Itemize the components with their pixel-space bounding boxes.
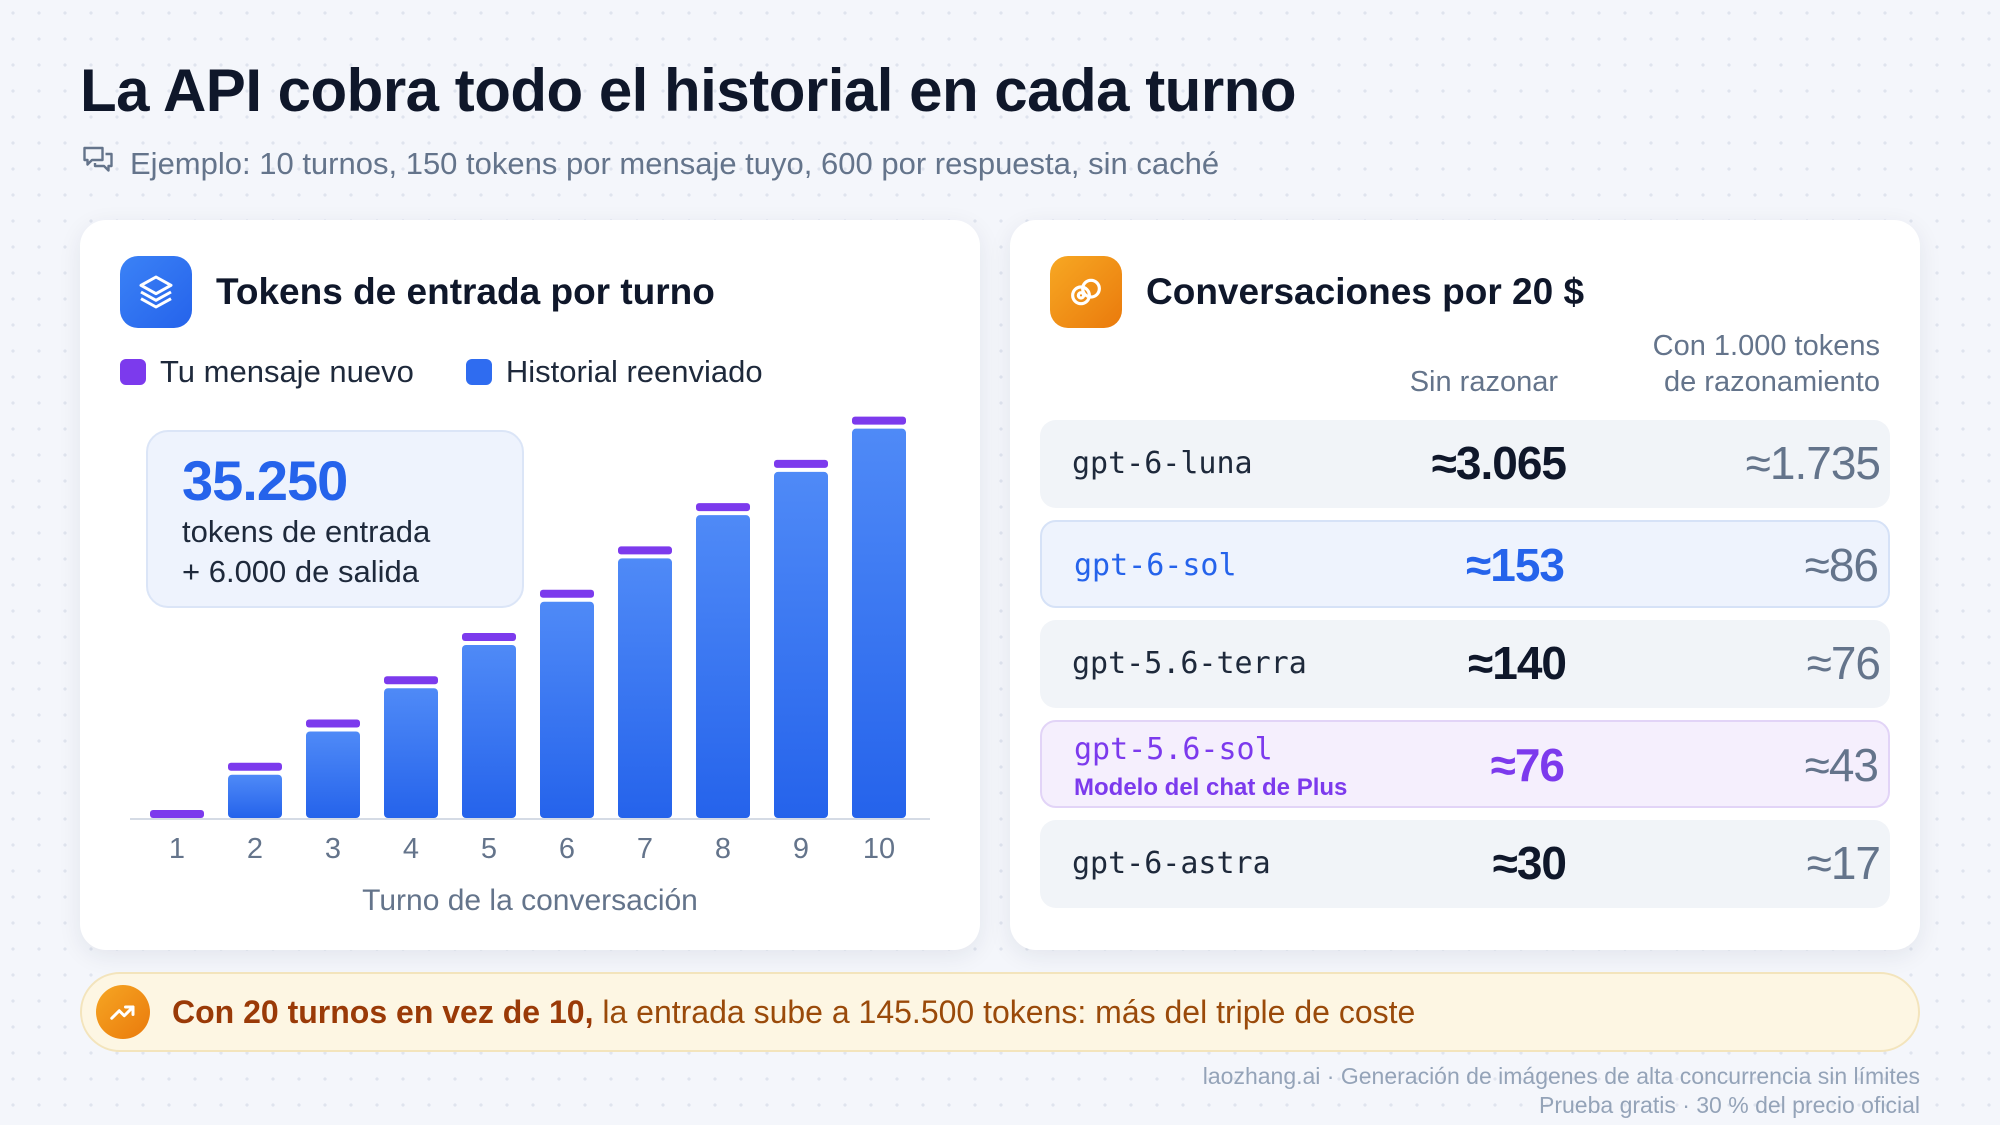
model-name: gpt-5.6-terra xyxy=(1072,646,1307,681)
value-reasoning: ≈1.735 xyxy=(1745,437,1881,489)
bar-new-message xyxy=(852,416,906,425)
legend-swatch-purple xyxy=(120,359,146,385)
x-tick-label: 8 xyxy=(715,833,731,865)
bar-history xyxy=(774,471,828,818)
input-tokens-card: Tokens de entrada por turno Tu mensaje n… xyxy=(80,220,980,950)
subtitle-text: Ejemplo: 10 turnos, 150 tokens por mensa… xyxy=(130,146,1220,181)
column-header-line: Con 1.000 tokens xyxy=(1652,330,1880,362)
bar-new-message xyxy=(618,546,672,555)
model-name: gpt-6-sol xyxy=(1074,548,1237,583)
chat-bubbles-icon xyxy=(80,142,116,186)
callout-line-2: + 6.000 de salida xyxy=(182,554,419,589)
model-name: gpt-6-astra xyxy=(1072,846,1271,881)
column-header-reasoning: Con 1.000 tokens de razonamiento xyxy=(1653,328,1880,400)
table-row: gpt-6-luna ≈3.065 ≈1.735 xyxy=(1040,420,1890,508)
banner-text: Con 20 turnos en vez de 10, la entrada s… xyxy=(172,994,1415,1031)
card-title-tokens: Tokens de entrada por turno xyxy=(216,271,715,312)
model-name: gpt-6-luna xyxy=(1072,446,1253,481)
bar-new-message xyxy=(150,810,204,818)
legend-item-history: Historial reenviado xyxy=(465,354,763,390)
bar-new-message xyxy=(696,503,750,512)
page-title: La API cobra todo el historial en cada t… xyxy=(80,57,1296,124)
x-tick-label: 3 xyxy=(325,833,341,865)
bar-history xyxy=(618,558,672,818)
x-tick-label: 2 xyxy=(247,833,263,865)
conversations-card: Conversaciones por 20 $ Sin razonar Con … xyxy=(1010,220,1920,950)
bar-new-message xyxy=(462,632,516,641)
callout-number: 35.250 xyxy=(182,449,348,512)
link-coins-icon xyxy=(1050,256,1122,328)
x-tick-label: 1 xyxy=(169,833,185,865)
layers-icon xyxy=(120,256,192,328)
value-no-reasoning: ≈76 xyxy=(1490,739,1565,791)
card-title-conversations: Conversaciones por 20 $ xyxy=(1146,271,1585,312)
legend-label: Historial reenviado xyxy=(505,354,763,389)
banner-rest: la entrada sube a 145.500 tokens: más de… xyxy=(593,993,1416,1030)
table-row: gpt-6-sol ≈153 ≈86 xyxy=(1040,520,1890,608)
x-tick-label: 10 xyxy=(863,833,895,865)
value-reasoning: ≈43 xyxy=(1804,739,1879,791)
table-row: gpt-6-astra ≈30 ≈17 xyxy=(1040,820,1890,908)
trend-up-icon xyxy=(96,985,150,1039)
model-subtitle: Modelo del chat de Plus xyxy=(1074,774,1348,801)
footer: laozhang.ai · Generación de imágenes de … xyxy=(1203,1062,1920,1120)
value-reasoning: ≈76 xyxy=(1806,637,1881,689)
table-row: gpt-5.6-terra ≈140 ≈76 xyxy=(1040,620,1890,708)
bar-history xyxy=(540,601,594,818)
chart-legend: Tu mensaje nuevo Historial reenviado xyxy=(120,354,763,390)
x-tick-label: 9 xyxy=(793,833,809,865)
column-header-no-reasoning: Sin razonar xyxy=(1409,366,1558,398)
bar-new-message xyxy=(384,676,438,685)
bar-new-message xyxy=(228,762,282,771)
value-no-reasoning: ≈140 xyxy=(1468,637,1567,689)
bar-new-message xyxy=(774,459,828,468)
legend-label: Tu mensaje nuevo xyxy=(160,354,414,389)
bar-history xyxy=(306,731,360,818)
legend-item-new-message: Tu mensaje nuevo xyxy=(120,354,414,390)
value-no-reasoning: ≈153 xyxy=(1466,539,1565,591)
value-no-reasoning: ≈3.065 xyxy=(1431,437,1567,489)
x-axis-label: Turno de la conversación xyxy=(362,884,698,917)
column-header-line: de razonamiento xyxy=(1663,366,1880,398)
bar-history xyxy=(852,428,906,818)
x-tick-label: 7 xyxy=(637,833,653,865)
legend-swatch-blue xyxy=(465,359,492,385)
bar-history xyxy=(696,515,750,818)
value-no-reasoning: ≈30 xyxy=(1492,837,1567,889)
bar-chart: 1 2 3 4 5 6 7 8 9 10 Turno de la conversación xyxy=(130,416,930,917)
footer-line-2: Prueba gratis · 30 % del precio oficial xyxy=(1539,1092,1920,1118)
bar-history xyxy=(384,688,438,818)
insight-banner: Con 20 turnos en vez de 10, la entrada s… xyxy=(80,972,1920,1052)
footer-line-1: laozhang.ai · Generación de imágenes de … xyxy=(1202,1063,1920,1089)
bar-new-message xyxy=(306,719,360,728)
total-callout: 35.250 tokens de entrada + 6.000 de sali… xyxy=(146,430,524,608)
callout-line-1: tokens de entrada xyxy=(182,514,431,549)
x-tick-label: 6 xyxy=(559,833,575,865)
banner-bold: Con 20 turnos en vez de 10, xyxy=(172,993,594,1030)
value-reasoning: ≈86 xyxy=(1804,539,1879,591)
model-name: gpt-5.6-sol xyxy=(1074,732,1273,767)
x-tick-label: 5 xyxy=(481,833,497,865)
bar-history xyxy=(462,644,516,818)
bar-new-message xyxy=(540,589,594,598)
subtitle: Ejemplo: 10 turnos, 150 tokens por mensa… xyxy=(80,142,1219,186)
x-tick-label: 4 xyxy=(403,833,419,865)
table-row: gpt-5.6-sol Modelo del chat de Plus ≈76 ≈43 xyxy=(1040,720,1890,808)
bar-history xyxy=(228,774,282,818)
value-reasoning: ≈17 xyxy=(1806,837,1881,889)
